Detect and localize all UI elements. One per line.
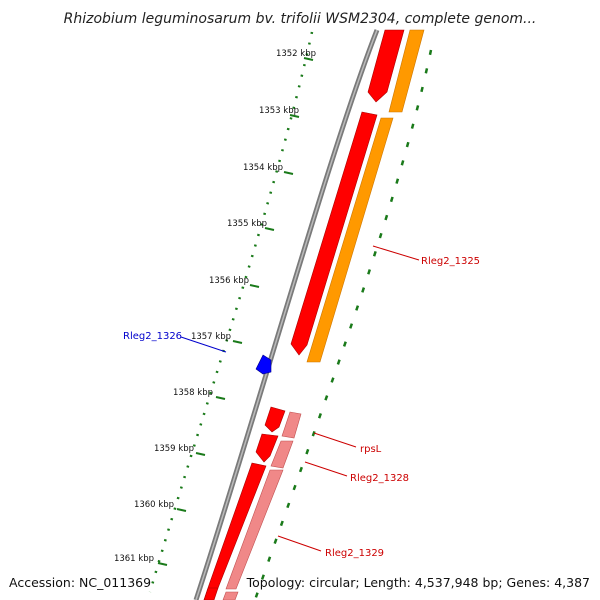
gene-pink-bottom xyxy=(222,591,239,600)
gene-orange-1325 xyxy=(306,117,394,363)
footer-topology: Topology: circular; Length: 4,537,948 bp… xyxy=(246,575,590,590)
leader-rpsL xyxy=(313,432,357,448)
leader-rleg2-1328 xyxy=(304,461,348,477)
tick-1355: 1355 kbp xyxy=(227,219,275,231)
label-rleg2-1325[interactable]: Rleg2_1325 xyxy=(421,256,480,267)
backbone-highlight xyxy=(195,29,378,600)
gene-red-bottom xyxy=(203,587,219,600)
tick-1361: 1361 kbp xyxy=(114,554,168,566)
gene-red-top xyxy=(367,29,405,103)
gene-blue-1326 xyxy=(255,354,272,375)
tick-label: 1358 kbp xyxy=(173,388,213,398)
leader-rleg2-1326 xyxy=(180,336,227,353)
label-rleg2-1326[interactable]: Rleg2_1326 xyxy=(123,331,182,342)
leader-rleg2-1329 xyxy=(277,535,322,552)
gene-pink-rpsL xyxy=(281,411,302,439)
tick-1359: 1359 kbp xyxy=(154,444,206,456)
gene-dashed-line xyxy=(253,49,433,600)
tick-label: 1361 kbp xyxy=(114,554,154,564)
tick-1357: 1357 kbp xyxy=(191,332,243,344)
gene-orange-top xyxy=(388,29,425,113)
gene-red-rpsL xyxy=(264,406,286,433)
scale-ticks: 1352 kbp 1353 kbp 1354 kbp 1355 kbp 1356… xyxy=(114,49,316,566)
tick-label: 1353 kbp xyxy=(259,106,299,116)
tick-label: 1357 kbp xyxy=(191,332,231,342)
tick-1354: 1354 kbp xyxy=(243,163,294,175)
gene-red-1329 xyxy=(203,462,267,600)
tick-label: 1359 kbp xyxy=(154,444,194,454)
footer-accession: Accession: NC_011369 xyxy=(9,575,151,590)
scale-dotted-line xyxy=(148,31,314,593)
gene-pink-1328 xyxy=(270,440,294,469)
tick-label: 1356 kbp xyxy=(209,276,249,286)
gene-red-1328 xyxy=(255,433,279,463)
tick-1353: 1353 kbp xyxy=(259,106,300,118)
tick-1352: 1352 kbp xyxy=(276,49,316,61)
leader-rleg2-1325 xyxy=(372,245,420,261)
tick-label: 1352 kbp xyxy=(276,49,316,59)
gene-pink-1329 xyxy=(225,469,284,590)
tick-label: 1355 kbp xyxy=(227,219,267,229)
tick-1358: 1358 kbp xyxy=(173,388,226,400)
tick-1360: 1360 kbp xyxy=(134,500,187,512)
label-rpsL[interactable]: rpsL xyxy=(360,444,382,455)
gene-red-1325 xyxy=(290,111,378,356)
tick-1356: 1356 kbp xyxy=(209,276,260,288)
map-title: Rhizobium leguminosarum bv. trifolii WSM… xyxy=(64,11,537,27)
tick-label: 1354 kbp xyxy=(243,163,283,173)
label-rleg2-1328[interactable]: Rleg2_1328 xyxy=(350,473,409,484)
label-rleg2-1329[interactable]: Rleg2_1329 xyxy=(325,548,384,559)
tick-label: 1360 kbp xyxy=(134,500,174,510)
